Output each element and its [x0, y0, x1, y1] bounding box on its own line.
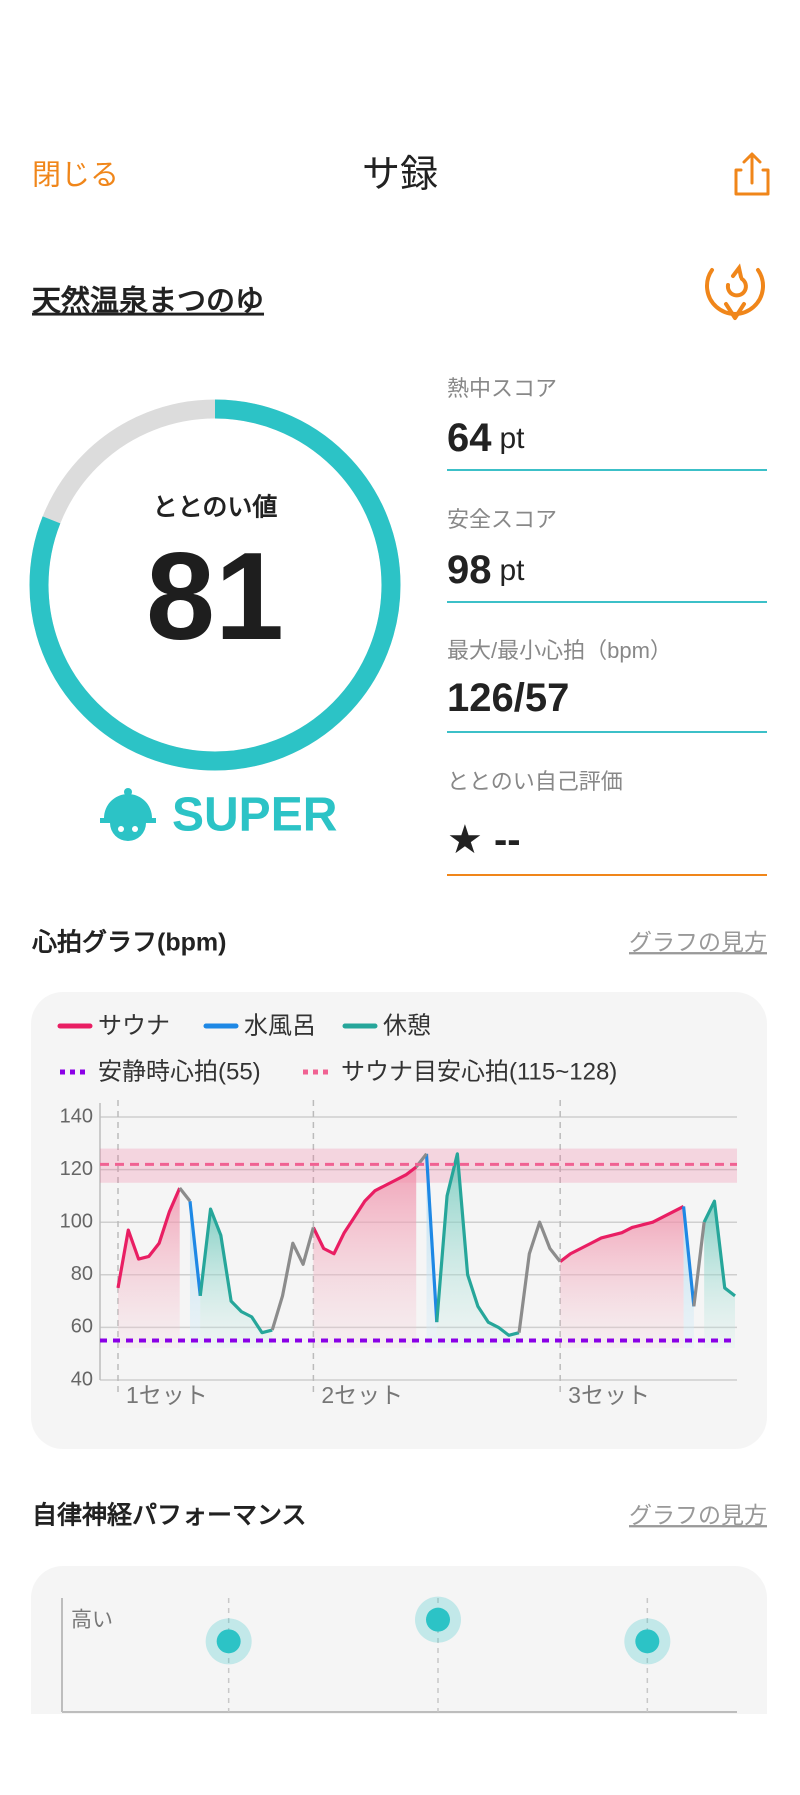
- eye: [118, 826, 124, 832]
- metric-value: 64 pt: [447, 416, 525, 460]
- metric-number: 98: [447, 548, 492, 592]
- y-axis-label: 高い: [71, 1609, 113, 1632]
- metric-unit: pt: [500, 554, 526, 587]
- metric-label: 熱中スコア: [447, 376, 557, 401]
- legend-label: 休憩: [383, 1012, 431, 1039]
- hr-line: [559, 1204, 685, 1263]
- hr-line: [424, 1153, 439, 1323]
- score-rank: SUPER: [172, 789, 337, 842]
- hr-line: [692, 1222, 706, 1307]
- icon-pin: [724, 302, 746, 320]
- heart-rate-chart: 40 60 80 100 120 140 1セット 2セット 3セット サウナ 水風呂 休憩安静時心拍…: [57, 1012, 737, 1408]
- facility-name[interactable]: 天然温泉まつのゆ: [32, 284, 264, 318]
- y-tick-label: 80: [71, 1263, 93, 1285]
- hr-line: [702, 1199, 736, 1298]
- metric-label: 安全スコア: [447, 507, 557, 532]
- hr-line: [517, 1220, 562, 1333]
- autonomic-chart: 高い: [61, 1596, 737, 1713]
- ring-progress: [29, 399, 401, 771]
- hr-line: [198, 1207, 273, 1335]
- point: [635, 1629, 660, 1654]
- y-tick-label: 60: [71, 1316, 93, 1338]
- metric-number: 64: [447, 416, 492, 460]
- score-ring: [29, 399, 401, 771]
- metric-number: 126/57: [447, 676, 569, 720]
- metric-value: ★ --: [447, 818, 521, 862]
- help-link[interactable]: グラフの見方: [629, 929, 767, 955]
- screen-title: サ録: [362, 154, 438, 196]
- hr-line: [116, 1187, 182, 1289]
- legend-label: サウナ目安心拍(115~128): [341, 1058, 617, 1085]
- icon-ring: [705, 268, 765, 316]
- share-arrow: [742, 152, 762, 185]
- rank-icon: [100, 788, 156, 841]
- section-title: 心拍グラフ(bpm): [31, 929, 226, 957]
- help-link[interactable]: グラフの見方: [629, 1502, 767, 1528]
- legend-label: 水風呂: [244, 1012, 316, 1039]
- y-tick-label: 140: [60, 1105, 93, 1127]
- point: [216, 1629, 241, 1654]
- face: [110, 823, 146, 841]
- page-bottom: [0, 1714, 800, 1795]
- eye: [132, 826, 138, 832]
- metric-value: 126/57: [447, 676, 569, 720]
- section-title: 自律神経パフォーマンス: [32, 1501, 307, 1530]
- hr-line: [311, 1165, 418, 1256]
- hr-line: [270, 1227, 315, 1331]
- area-fill: [436, 1153, 520, 1348]
- metric-value: 98 pt: [447, 548, 525, 592]
- sauna-icon[interactable]: [705, 263, 765, 320]
- area-fill: [313, 1166, 417, 1348]
- hr-line: [178, 1187, 192, 1203]
- helmet-knob: [124, 788, 132, 796]
- legend-label: サウナ: [98, 1012, 170, 1039]
- y-tick-label: 100: [60, 1210, 93, 1232]
- icon-flame: [725, 263, 748, 298]
- set-label: 1セット: [126, 1382, 208, 1408]
- metric-unit: pt: [500, 422, 526, 455]
- area-fill: [560, 1206, 684, 1348]
- y-tick-label: 120: [60, 1158, 93, 1180]
- area-fill: [200, 1209, 273, 1348]
- legend-label: 安静時心拍(55): [98, 1058, 261, 1085]
- set-label: 3セット: [568, 1382, 650, 1408]
- share-box: [734, 168, 770, 196]
- close-button[interactable]: 閉じる: [32, 160, 119, 192]
- metric-label: ととのい自己評価: [447, 769, 623, 794]
- set-label: 2セット: [321, 1382, 403, 1408]
- hr-line: [188, 1200, 202, 1297]
- point: [426, 1607, 450, 1632]
- share-icon[interactable]: [734, 152, 770, 196]
- area-fill: [704, 1201, 735, 1348]
- score-value: 81: [146, 528, 284, 666]
- hr-line: [681, 1206, 696, 1307]
- hr-line: [435, 1152, 520, 1337]
- helmet: [100, 794, 156, 823]
- metric-label: 最大/最小心拍（bpm）: [447, 638, 672, 663]
- metric-number: ★ --: [447, 818, 521, 862]
- y-tick-label: 40: [71, 1368, 93, 1390]
- score-label: ととのい値: [153, 494, 278, 522]
